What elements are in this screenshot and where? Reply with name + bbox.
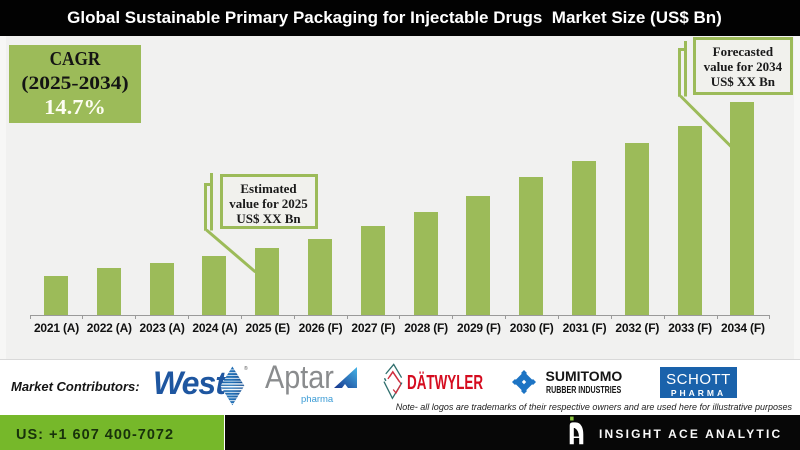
svg-text:®: ® xyxy=(244,366,248,372)
